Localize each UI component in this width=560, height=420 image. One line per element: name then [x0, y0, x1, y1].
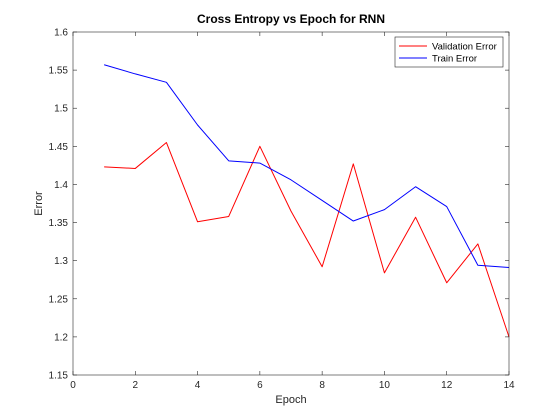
x-tick-label-2: 2 — [133, 380, 139, 391]
plot-area — [73, 32, 509, 375]
y-tick-label-5: 1.4 — [54, 180, 68, 191]
series-line-validation-error — [104, 142, 510, 338]
y-axis-ticks: 1.15 1.2 1.25 1.3 1.35 1.4 1.45 1.5 1.55 1.6 — [49, 28, 509, 382]
x-tick-label-8: 8 — [319, 380, 325, 391]
legend-label-train-error: Train Error — [432, 54, 477, 65]
y-tick-label-8: 1.55 — [49, 66, 69, 77]
y-tick-label-7: 1.5 — [54, 104, 68, 115]
y-tick-label-2: 1.25 — [49, 294, 69, 305]
x-axis-label: Epoch — [275, 394, 306, 406]
y-tick-label-9: 1.6 — [54, 28, 68, 39]
y-tick-label-3: 1.3 — [54, 256, 68, 267]
x-tick-label-14: 14 — [503, 380, 515, 391]
y-tick-label-6: 1.45 — [49, 142, 69, 153]
x-tick-label-0: 0 — [70, 380, 76, 391]
x-tick-label-6: 6 — [257, 380, 263, 391]
series-line-train-error — [103, 64, 510, 269]
x-tick-label-12: 12 — [441, 380, 453, 391]
legend-box — [394, 36, 504, 68]
y-tick-label-4: 1.35 — [49, 218, 69, 229]
chart-title: Cross Entropy vs Epoch for RNN — [197, 12, 385, 26]
series-layer — [103, 64, 510, 338]
y-axis-label: Error — [33, 191, 45, 216]
legend: Validation Error Train Error — [394, 36, 504, 68]
x-tick-label-10: 10 — [379, 380, 391, 391]
y-tick-label-1: 1.2 — [54, 332, 68, 343]
plot-frame — [72, 31, 510, 376]
x-axis-ticks: 0 2 4 6 8 10 12 14 — [70, 32, 515, 391]
x-tick-label-4: 4 — [195, 380, 201, 391]
legend-label-validation-error: Validation Error — [432, 42, 497, 53]
y-tick-label-0: 1.15 — [49, 371, 69, 382]
